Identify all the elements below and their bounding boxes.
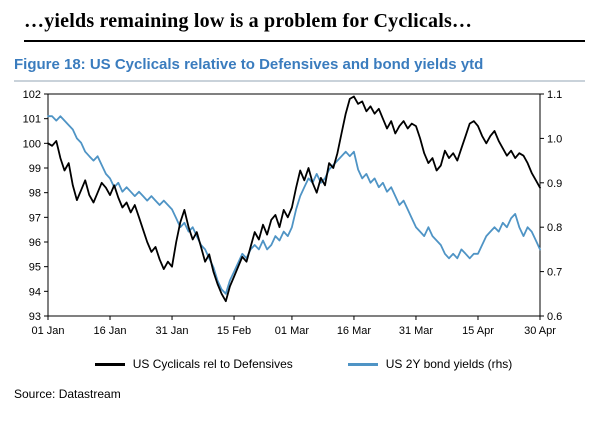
svg-text:01 Jan: 01 Jan <box>31 325 64 337</box>
black-line-swatch <box>94 362 125 366</box>
svg-text:31 Mar: 31 Mar <box>399 325 434 337</box>
svg-text:01 Mar: 01 Mar <box>275 325 310 337</box>
svg-text:15 Apr: 15 Apr <box>462 325 494 337</box>
svg-text:98: 98 <box>29 188 41 200</box>
svg-text:99: 99 <box>29 163 41 175</box>
svg-text:0.8: 0.8 <box>547 222 562 234</box>
svg-text:93: 93 <box>29 311 41 323</box>
svg-text:97: 97 <box>29 212 41 224</box>
legend-item-cyclicals: US Cyclicals rel to Defensives <box>94 357 293 371</box>
svg-text:101: 101 <box>23 114 41 126</box>
svg-text:31 Jan: 31 Jan <box>156 325 189 337</box>
line-chart: 102 101 100 99 98 97 96 95 94 93 1.1 1.0 0.9 0.8 0.7 0.… <box>23 89 563 337</box>
svg-text:102: 102 <box>23 89 41 101</box>
svg-text:30 Apr: 30 Apr <box>524 325 556 337</box>
legend-label: US 2Y bond yields (rhs) <box>385 357 513 371</box>
source-note: Source: Datastream <box>14 387 121 401</box>
heading-divider <box>24 40 585 42</box>
svg-text:15 Feb: 15 Feb <box>217 325 251 337</box>
page-title: …yields remaining low is a problem for C… <box>24 10 473 32</box>
blue-line-swatch <box>347 362 378 366</box>
chart-area: 102 101 100 99 98 97 96 95 94 93 1.1 1.0 0.9 0.8 0.7 0.… <box>6 84 607 355</box>
svg-text:95: 95 <box>29 262 41 274</box>
svg-text:16 Jan: 16 Jan <box>94 325 127 337</box>
svg-text:0.7: 0.7 <box>547 267 562 279</box>
legend-label: US Cyclicals rel to Defensives <box>132 357 293 371</box>
svg-text:96: 96 <box>29 237 41 249</box>
legend-item-bond-yields: US 2Y bond yields (rhs) <box>347 357 513 371</box>
svg-text:0.6: 0.6 <box>547 311 562 323</box>
figure-divider <box>14 80 585 82</box>
svg-text:94: 94 <box>29 286 41 298</box>
chart-legend: US Cyclicals rel to Defensives US 2Y bon… <box>0 357 607 371</box>
figure-title: Figure 18: US Cyclicals relative to Defe… <box>14 56 484 73</box>
svg-text:16 Mar: 16 Mar <box>337 325 372 337</box>
svg-text:1.1: 1.1 <box>547 89 562 101</box>
svg-text:0.9: 0.9 <box>547 178 562 190</box>
svg-text:1.0: 1.0 <box>547 133 562 145</box>
svg-text:100: 100 <box>23 138 41 150</box>
